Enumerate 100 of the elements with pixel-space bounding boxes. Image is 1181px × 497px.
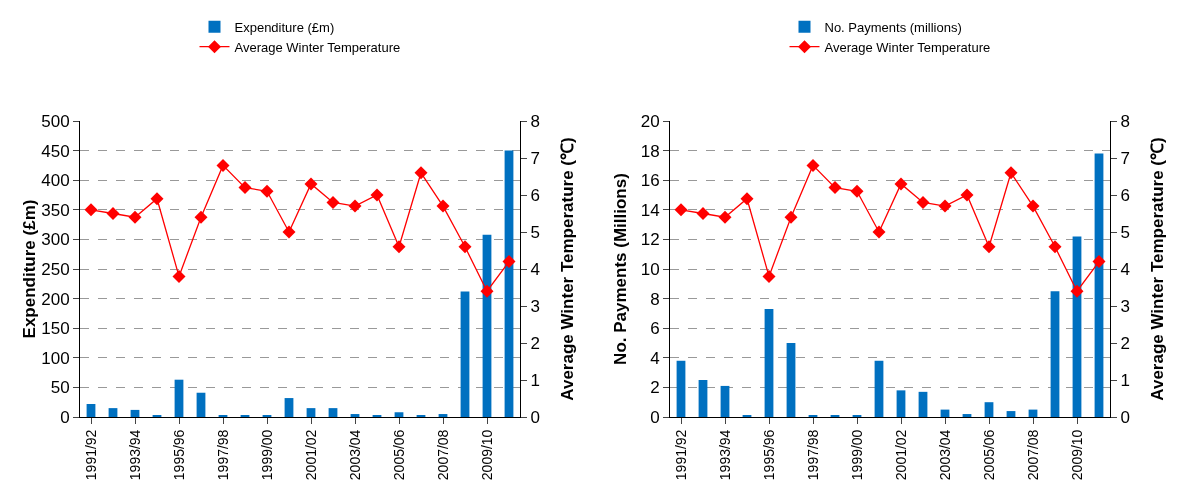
x-tick-label: 1991/92 [672,429,689,481]
y-tick-label: 100 [41,348,70,368]
bar [196,392,206,417]
point [916,195,930,209]
point [674,203,688,217]
point [938,199,952,213]
x-tick-label: 1995/96 [170,429,187,481]
point [458,240,472,254]
bar [720,385,730,417]
point [872,225,886,239]
x-tick-label: 1999/00 [258,429,275,481]
y-axis-title: Expenditure (£m) [20,199,40,339]
x-tick-label: 1999/00 [848,429,865,481]
point [216,158,230,172]
x-tick-label: 2001/02 [302,429,319,481]
bar [676,360,686,417]
y2-tick-label: 4 [1120,259,1130,279]
y2-tick-label: 2 [530,333,540,353]
y2-axis-title: Average Winter Temperature (℃) [1147,137,1167,401]
x-tick-label: 1993/94 [716,429,733,481]
y-tick-label: 350 [41,200,70,220]
y-tick-label: 18 [640,141,660,161]
y-tick-label: 8 [650,289,660,309]
x-tick-label: 2001/02 [892,429,909,481]
y-tick-label: 200 [41,289,70,309]
legend-label: No. Payments (millions) [824,19,962,35]
x-tick-label: 1991/92 [82,429,99,481]
y-tick-label: 16 [640,171,660,191]
y-tick-label: 4 [650,348,660,368]
y2-tick-label: 3 [1120,296,1130,316]
point [128,210,142,224]
y-tick-label: 500 [41,111,70,131]
point [502,255,516,269]
point [762,269,776,283]
point [806,158,820,172]
bar [328,408,338,417]
bar [786,343,796,417]
bar [306,408,316,417]
point [194,210,208,224]
bar [984,402,994,417]
legend-label: Average Winter Temperature [824,39,991,55]
point [238,181,252,195]
legend-label: Average Winter Temperature [234,39,401,55]
y-tick-label: 300 [41,230,70,250]
y2-tick-label: 2 [1120,333,1130,353]
bar [284,398,294,417]
y2-tick-label: 8 [530,111,540,131]
point [348,199,362,213]
point [1092,255,1106,269]
bar [764,308,774,417]
y2-tick-label: 6 [1120,185,1130,205]
point [718,210,732,224]
point [982,240,996,254]
x-tick-label: 2003/04 [346,429,363,481]
y-tick-label: 10 [640,259,660,279]
y-tick-label: 450 [41,141,70,161]
x-tick-label: 2005/06 [390,429,407,481]
y2-axis-title: Average Winter Temperature (℃) [557,137,577,401]
bar [962,414,972,417]
y2-tick-label: 6 [530,185,540,205]
bar [874,360,884,417]
y-tick-label: 2 [650,378,660,398]
y-tick-label: 0 [650,407,660,427]
point [304,177,318,191]
legend-label: Expenditure (£m) [234,19,335,35]
y2-tick-label: 0 [1120,407,1130,427]
bar [350,414,360,417]
point [106,207,120,220]
y2-tick-label: 5 [530,222,540,242]
bar [108,408,118,417]
y2-tick-label: 1 [1120,370,1130,390]
bar [86,403,96,417]
point [282,225,296,239]
point [84,203,98,217]
bar [130,409,140,417]
y2-tick-label: 0 [530,407,540,427]
bar [394,412,404,417]
point [740,192,754,206]
point [784,210,798,224]
y-tick-label: 150 [41,319,70,339]
point [1048,240,1062,254]
point [850,184,864,198]
y-tick-label: 20 [640,111,660,131]
y-tick-label: 250 [41,259,70,279]
y-tick-label: 50 [50,378,70,398]
point [696,207,710,220]
bar [896,390,906,417]
x-tick-label: 1997/98 [214,429,231,481]
bar [438,414,448,417]
y-axis-title: No. Payments (Millions) [611,173,630,365]
point [480,284,494,298]
bar [698,380,708,417]
point [894,177,908,191]
bar [918,391,928,417]
bar [1050,291,1060,417]
point [172,269,186,283]
point [414,166,428,180]
y2-tick-label: 7 [530,148,540,168]
y-tick-label: 12 [640,230,660,250]
y2-tick-label: 1 [530,370,540,390]
